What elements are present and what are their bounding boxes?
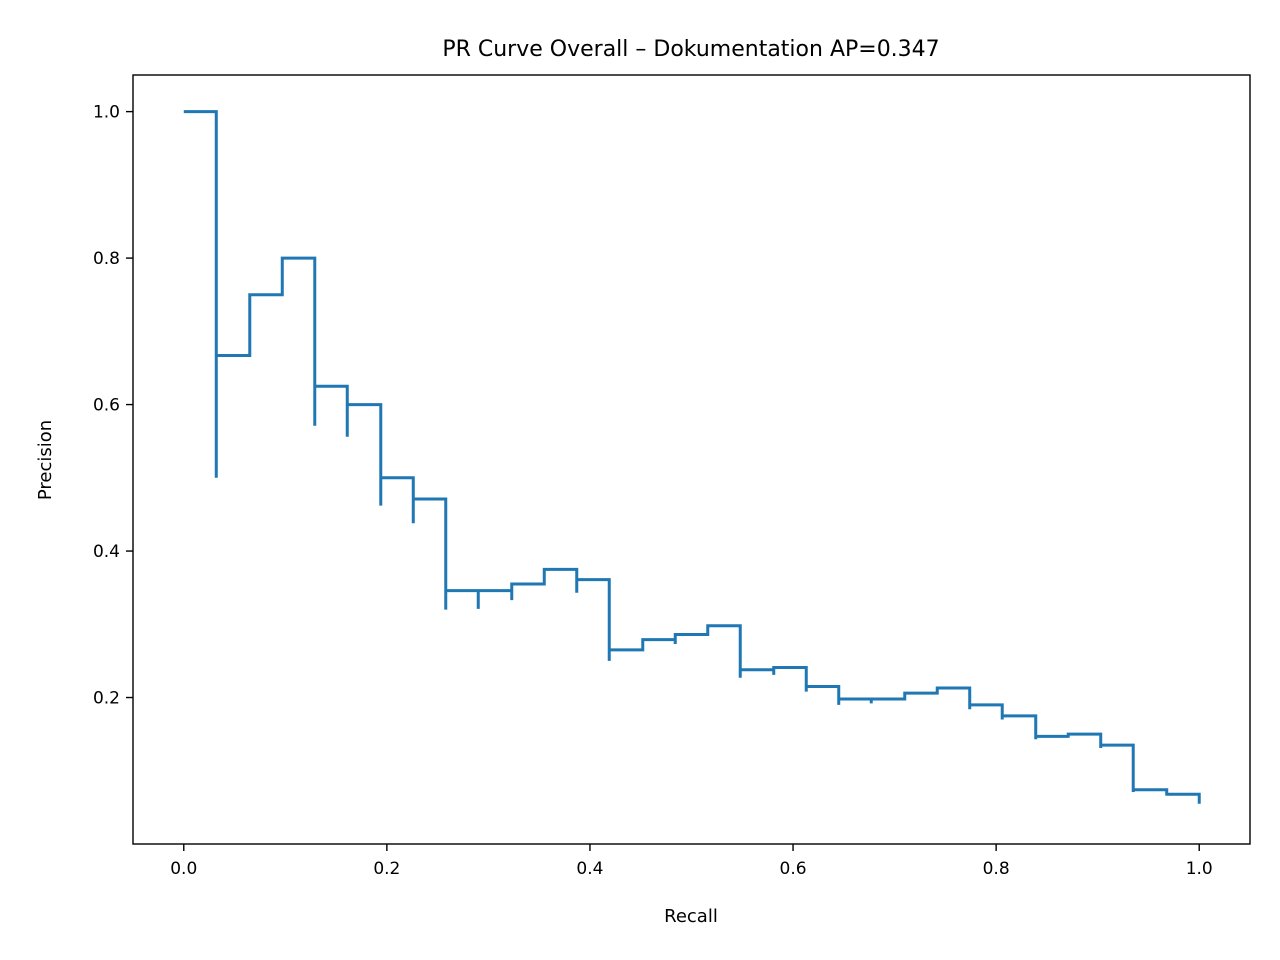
- chart-title: PR Curve Overall – Dokumentation AP=0.34…: [442, 37, 939, 62]
- y-axis: 0.2 0.4 0.6 0.8 1.0: [93, 103, 133, 709]
- x-axis-label: Recall: [664, 906, 718, 927]
- x-tick-label: 0.6: [780, 859, 807, 879]
- x-tick-label: 1.0: [1186, 859, 1213, 879]
- y-tick-label: 1.0: [93, 103, 120, 123]
- x-tick-label: 0.8: [983, 859, 1010, 879]
- x-tick-label: 0.0: [170, 859, 197, 879]
- x-tick-label: 0.2: [373, 859, 400, 879]
- y-tick-label: 0.4: [93, 542, 120, 562]
- plot-area: [183, 110, 1201, 804]
- x-tick-label: 0.4: [576, 859, 603, 879]
- pr-series-line-0: [183, 110, 1201, 804]
- y-tick-label: 0.8: [93, 249, 120, 269]
- y-tick-label: 0.2: [93, 689, 120, 709]
- y-tick-label: 0.6: [93, 396, 120, 416]
- plot-frame: [132, 74, 1251, 845]
- x-axis: 0.0 0.2 0.4 0.6 0.8 1.0: [170, 844, 1213, 879]
- y-axis-label: Precision: [35, 420, 56, 500]
